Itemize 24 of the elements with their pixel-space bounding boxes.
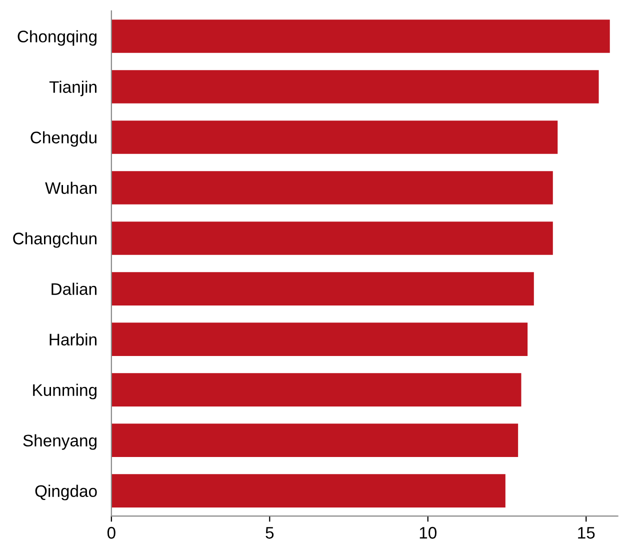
y-tick-label: Wuhan	[45, 182, 96, 194]
bar	[111, 222, 553, 255]
y-tick-label: Chongqing	[18, 30, 96, 46]
bar	[111, 272, 534, 306]
bar	[111, 20, 610, 53]
bar	[111, 474, 506, 508]
bar	[111, 373, 522, 406]
bar	[111, 70, 599, 104]
y-tick-label: Dalian	[52, 282, 96, 295]
y-tick-label: Harbin	[50, 333, 96, 346]
bar	[111, 120, 558, 154]
bar	[111, 171, 553, 204]
x-tick-label: 10	[420, 526, 436, 539]
x-tick-label: 5	[266, 527, 274, 539]
y-tick-label: Shenyang	[23, 434, 96, 450]
y-tick-label: Chengdu	[30, 131, 96, 147]
bar	[111, 424, 518, 457]
y-tick-label: Changchun	[13, 232, 96, 248]
bar	[111, 322, 528, 356]
y-tick-label: Tianjin	[49, 80, 96, 96]
x-tick-label: 15	[578, 527, 595, 539]
x-tick-label: 0	[107, 526, 116, 539]
y-tick-label: Qingdao	[35, 484, 97, 500]
y-tick-label: Kunming	[33, 384, 96, 400]
